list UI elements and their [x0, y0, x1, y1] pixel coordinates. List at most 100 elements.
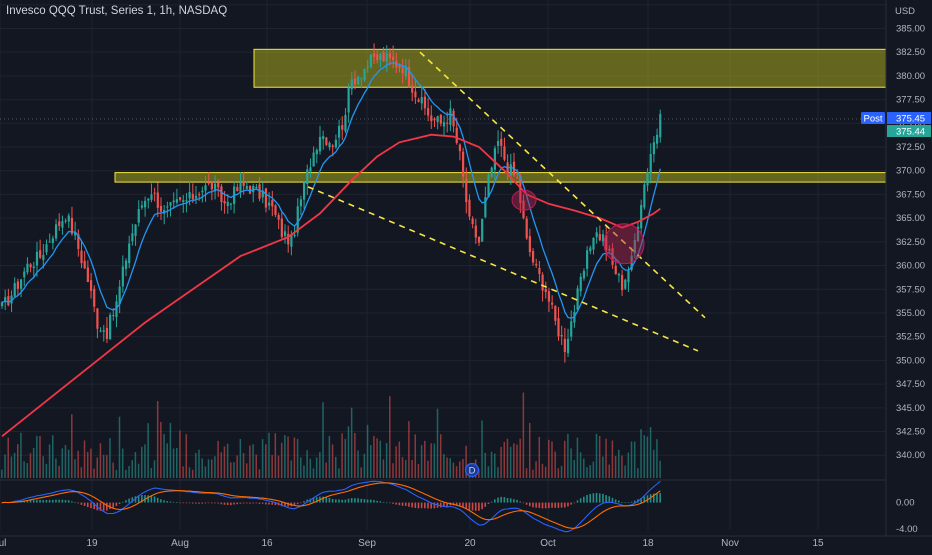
macd-histogram-bar: [560, 502, 563, 508]
macd-histogram-bar: [102, 502, 105, 511]
candle-body: [191, 193, 194, 200]
ema-fast-line: [1, 62, 661, 319]
macd-histogram-bar: [141, 495, 143, 503]
volume-bar: [176, 447, 178, 478]
macd-histogram-bar: [357, 498, 359, 503]
macd-histogram-bar: [471, 502, 474, 511]
macd-histogram-bar: [55, 499, 57, 503]
volume-bar: [557, 468, 560, 478]
macd-histogram-bar: [598, 493, 601, 503]
price-tick-label: 352.50: [896, 332, 925, 343]
candle-body: [105, 327, 109, 339]
macd-tick-label: 0.00: [896, 498, 915, 509]
volume-bar: [67, 449, 70, 478]
macd-histogram-bar: [293, 502, 296, 506]
candle-body: [465, 178, 468, 203]
candle-body: [608, 248, 611, 251]
candle-body: [7, 296, 10, 306]
post-price-badge: [887, 112, 931, 125]
candle-body: [430, 115, 433, 122]
macd-histogram-bar: [83, 502, 86, 506]
macd-histogram-bar: [557, 502, 560, 508]
volume-bar: [315, 457, 318, 478]
volume-bar: [112, 462, 114, 478]
candle-body: [194, 195, 198, 199]
macd-histogram-bar: [341, 499, 343, 503]
price-tick-label: 367.50: [896, 189, 925, 200]
macd-histogram-bar: [172, 501, 175, 503]
volume-bar: [436, 408, 439, 478]
macd-histogram-bar: [328, 497, 331, 503]
candle-body: [598, 234, 601, 241]
volume-bar: [64, 445, 67, 478]
macd-histogram-bar: [185, 502, 188, 504]
price-tick-label: 380.00: [896, 71, 925, 82]
candle-body: [643, 184, 646, 208]
volume-bar: [134, 452, 137, 478]
candle-body: [659, 114, 662, 138]
macd-histogram-bar: [455, 502, 458, 506]
macd-histogram-bar: [468, 502, 471, 510]
volume-bar: [296, 438, 299, 478]
candle-body: [204, 185, 207, 191]
macd-histogram-bar: [58, 499, 60, 503]
macd-histogram-bar: [605, 495, 607, 503]
candle-body: [121, 266, 124, 287]
macd-histogram-bar: [363, 499, 366, 503]
volume-bar: [106, 455, 108, 478]
price-tick-label: 355.00: [896, 308, 925, 319]
volume-bar: [10, 456, 13, 478]
candle-body: [462, 151, 465, 177]
volume-bar: [627, 452, 630, 478]
volume-bar: [376, 438, 378, 478]
price-tick-label: 365.00: [896, 213, 925, 224]
macd-histogram-bar: [71, 501, 73, 503]
volume-bar: [245, 463, 248, 478]
volume-bar: [131, 460, 133, 478]
macd-histogram-bar: [274, 502, 277, 506]
volume-bar: [249, 445, 251, 478]
volume-bar: [446, 457, 448, 478]
volume-bar: [293, 437, 296, 478]
volume-bar: [360, 467, 362, 478]
volume-bar: [516, 444, 518, 478]
candle-body: [557, 318, 560, 337]
resistance-zone: [114, 172, 887, 183]
macd-line: [1, 480, 661, 533]
candle-body: [525, 218, 528, 239]
volume-bar: [455, 466, 458, 478]
macd-histogram-bar: [118, 502, 121, 505]
volume-bar: [490, 451, 493, 478]
volume-bar: [29, 453, 32, 478]
macd-histogram-bar: [268, 502, 270, 505]
volume-bar: [58, 465, 60, 478]
price-tick-label: 370.00: [896, 166, 925, 177]
candle-body: [414, 91, 417, 98]
volume-bar: [319, 452, 321, 478]
volume-bar: [223, 446, 226, 478]
volume-bar: [74, 459, 76, 478]
volume-bar: [118, 416, 121, 478]
candle-body: [207, 182, 210, 184]
macd-histogram-bar: [354, 498, 356, 503]
price-tick-label: 340.00: [896, 450, 925, 461]
macd-histogram-bar: [322, 496, 324, 503]
volume-bar: [239, 439, 242, 478]
volume-bar: [338, 468, 340, 478]
volume-bar: [13, 452, 16, 478]
candle-body: [61, 221, 64, 228]
candle-body: [509, 164, 512, 176]
macd-histogram-bar: [242, 502, 245, 504]
volume-bar: [290, 460, 292, 478]
macd-histogram-bar: [439, 502, 442, 508]
volume-bar: [42, 456, 44, 478]
volume-bar: [379, 440, 382, 478]
macd-histogram-bar: [513, 499, 515, 503]
volume-bar: [350, 407, 353, 478]
candle-body: [26, 263, 29, 273]
volume-bar: [497, 467, 499, 478]
volume-bar: [4, 454, 6, 478]
macd-histogram-bar: [300, 502, 302, 504]
volume-bar: [465, 445, 467, 478]
